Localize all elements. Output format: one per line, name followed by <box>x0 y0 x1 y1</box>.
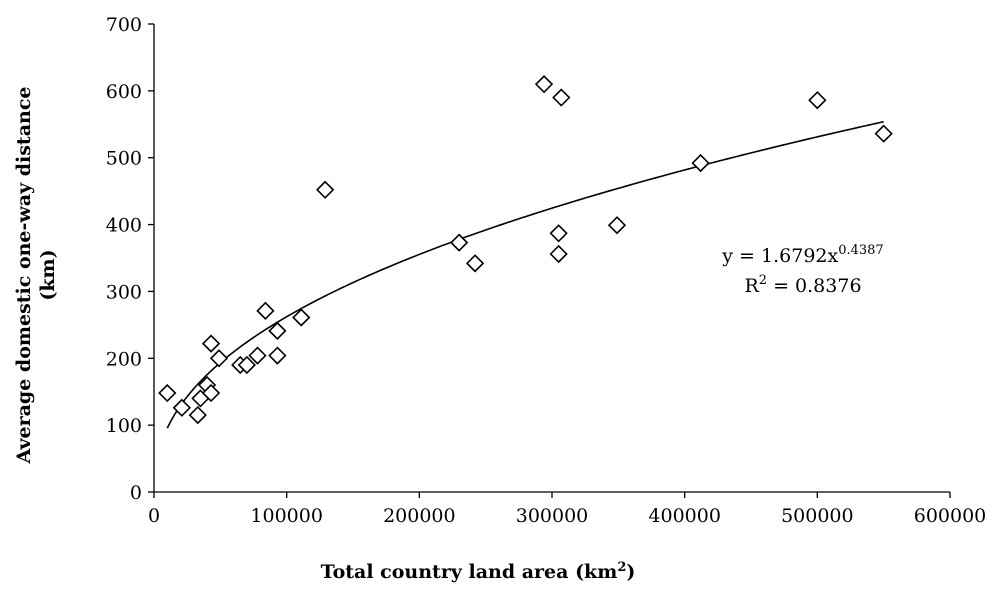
data-point <box>549 224 568 243</box>
data-point <box>158 383 177 403</box>
data-points <box>158 75 893 425</box>
x-axis-title-text: Total country land area (km <box>321 561 618 583</box>
trendline-equation-exponent: 0.4387 <box>838 243 884 258</box>
y-tick-label: 700 <box>106 14 142 36</box>
x-tick-label: 600000 <box>914 505 987 527</box>
data-point <box>256 301 275 320</box>
data-point <box>201 383 221 403</box>
x-axis-ticks: 0 100000 200000 300000 400000 500000 600000 <box>148 492 986 527</box>
data-point <box>534 75 554 94</box>
data-point <box>465 254 485 273</box>
trendline-equation: y = 1.6792x0.4387 <box>721 243 883 267</box>
data-point <box>808 91 827 110</box>
data-point <box>292 308 311 327</box>
x-tick-label: 0 <box>148 505 160 527</box>
data-point <box>188 405 207 425</box>
x-tick-label: 100000 <box>250 505 323 527</box>
data-point <box>316 180 335 199</box>
data-point <box>209 349 229 368</box>
y-tick-label: 0 <box>130 482 142 504</box>
y-axis-title-line2: (km) <box>37 249 59 300</box>
x-tick-label: 400000 <box>648 505 721 527</box>
y-tick-label: 100 <box>106 415 142 437</box>
y-axis-title: Average domestic one-way distance (km) <box>13 87 59 465</box>
data-point <box>552 88 571 107</box>
data-point <box>450 233 469 252</box>
trendline-r-squared: R2 = 0.8376 <box>744 273 861 297</box>
x-tick-label: 300000 <box>516 505 589 527</box>
r-squared-prefix: R <box>744 275 759 297</box>
y-tick-label: 400 <box>106 215 142 237</box>
data-point <box>549 244 568 264</box>
y-tick-label: 600 <box>106 81 142 103</box>
x-axis-title: Total country land area (km2) <box>321 560 636 583</box>
r-squared-value: = 0.8376 <box>767 275 861 297</box>
data-point <box>268 321 287 341</box>
x-tick-label: 200000 <box>383 505 456 527</box>
x-tick-label: 500000 <box>781 505 854 527</box>
data-point <box>201 334 221 353</box>
x-axis-title-close: ) <box>626 561 635 583</box>
data-point <box>691 153 710 173</box>
trendline-equation-base: y = 1.6792x <box>721 245 838 267</box>
y-axis-title-line1: Average domestic one-way distance <box>13 87 35 465</box>
data-point <box>237 355 256 375</box>
data-point <box>172 398 191 417</box>
trendline-group <box>166 120 884 429</box>
data-point <box>268 346 287 365</box>
y-tick-label: 500 <box>106 148 142 170</box>
r-squared-sup: 2 <box>759 273 767 288</box>
data-point <box>607 216 627 235</box>
y-tick-label: 300 <box>106 281 142 303</box>
y-axis-ticks: 0 100 200 300 400 500 600 700 <box>106 14 154 504</box>
data-point <box>874 124 893 143</box>
y-tick-label: 200 <box>106 348 142 370</box>
x-axis-title-sup: 2 <box>617 560 626 575</box>
trendline <box>166 120 884 429</box>
data-point <box>248 346 267 365</box>
